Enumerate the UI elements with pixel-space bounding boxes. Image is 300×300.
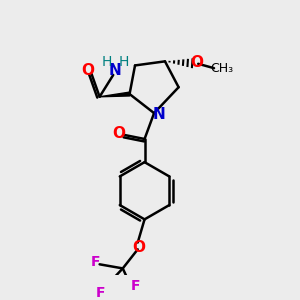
Text: O: O (81, 63, 94, 78)
Text: H: H (118, 55, 129, 69)
Text: H: H (102, 55, 112, 69)
Text: F: F (96, 286, 105, 300)
Text: N: N (108, 63, 121, 78)
Text: O: O (190, 55, 204, 70)
Text: O: O (133, 240, 146, 255)
Text: N: N (153, 107, 165, 122)
Text: F: F (91, 255, 100, 269)
Polygon shape (100, 92, 130, 97)
Text: CH₃: CH₃ (210, 62, 233, 75)
Text: O: O (113, 126, 126, 141)
Text: F: F (131, 279, 141, 293)
